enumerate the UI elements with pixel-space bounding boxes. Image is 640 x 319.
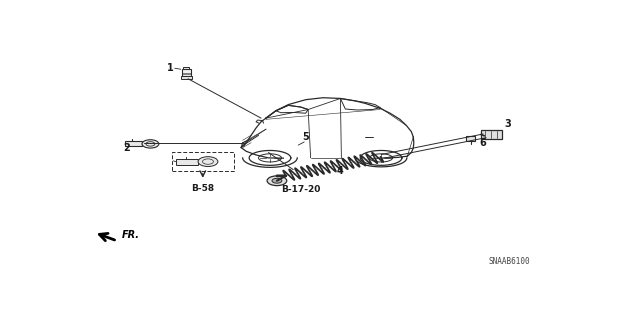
Text: 4: 4	[336, 166, 343, 176]
Text: 2: 2	[124, 143, 131, 153]
Bar	[183, 67, 189, 70]
Circle shape	[198, 157, 218, 167]
Text: 6: 6	[480, 138, 486, 148]
Text: FR.: FR.	[122, 230, 140, 240]
Bar	[180, 76, 191, 79]
Bar	[172, 152, 234, 171]
Circle shape	[267, 176, 287, 186]
Text: SNAAB6100: SNAAB6100	[488, 257, 530, 266]
Bar	[182, 70, 191, 76]
Circle shape	[272, 178, 282, 183]
Text: B-17-20: B-17-20	[281, 185, 321, 194]
Bar	[125, 141, 142, 146]
Text: 1: 1	[166, 63, 173, 73]
Circle shape	[142, 140, 159, 148]
Bar	[176, 159, 198, 165]
Bar	[467, 136, 476, 141]
Bar	[481, 130, 502, 139]
Text: 5: 5	[302, 132, 309, 142]
Text: B-58: B-58	[191, 184, 214, 193]
Text: 3: 3	[504, 119, 511, 129]
